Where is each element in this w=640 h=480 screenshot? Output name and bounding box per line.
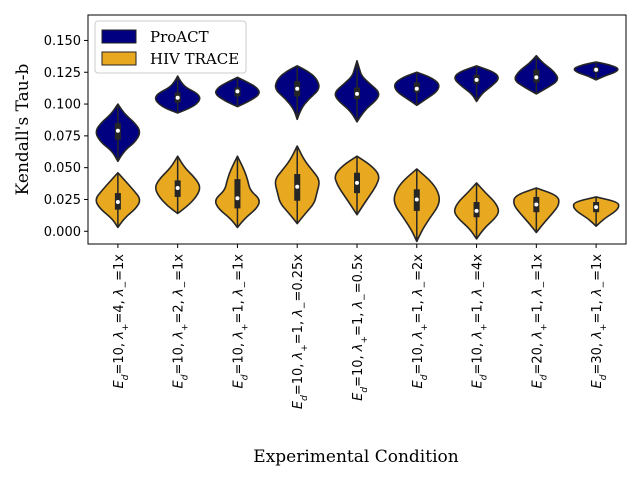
- y-axis: 0.000 0.025 0.050 0.075 0.100 0.125 0.150: [44, 34, 88, 240]
- x-tick-label: Ed=10, λ+=1, λ−=1x: [231, 254, 250, 389]
- violin-median-point: [175, 95, 180, 100]
- violin-median-point: [594, 205, 599, 210]
- violin-median-point: [175, 186, 180, 191]
- plot-area: [95, 54, 620, 243]
- violin-median-point: [295, 184, 300, 189]
- x-tick-label: Ed=10, λ+=1, λ−=4x: [471, 254, 490, 389]
- violin-iqr-box: [234, 179, 241, 209]
- violin-median-point: [534, 202, 539, 207]
- violin-median-point: [115, 200, 120, 205]
- violin-median-point: [414, 197, 419, 202]
- y-tick-label: 0.150: [44, 34, 81, 49]
- violin-median-point: [474, 77, 479, 82]
- x-tick-label: Ed=10, λ+=2, λ−=1x: [172, 254, 191, 389]
- violin-median-point: [295, 86, 300, 91]
- legend-swatch-proact: [101, 29, 137, 44]
- violin-median-point: [534, 75, 539, 80]
- violin-median-point: [355, 180, 359, 185]
- plot-frame: [87, 14, 627, 245]
- x-tick-label: Ed=10, λ+=1, λ−=2x: [411, 254, 430, 389]
- y-tick-label: 0.050: [44, 161, 81, 176]
- violin-median-point: [414, 86, 419, 91]
- x-axis: Ed=10, λ+=4, λ−=1x Ed=10, λ+=2, λ−=1x Ed=1…: [112, 244, 609, 409]
- legend-label-hiv-trace: HIV TRACE: [150, 50, 239, 68]
- x-tick-label: Ed=30, λ+=1, λ−=1x: [590, 254, 609, 389]
- violin-median-point: [235, 89, 240, 94]
- y-tick-label: 0.000: [44, 225, 81, 240]
- violin-median-point: [355, 91, 359, 96]
- violin-median-point: [235, 196, 240, 201]
- y-tick-label: 0.100: [44, 98, 81, 113]
- y-tick-label: 0.125: [44, 66, 81, 81]
- violin-median-point: [474, 208, 479, 213]
- x-tick-label: Ed=10, λ+=1, λ−=0.5x: [351, 254, 370, 401]
- x-tick-label: Ed=10, λ+=4, λ−=1x: [112, 254, 131, 389]
- violin-median-point: [594, 67, 599, 72]
- violin-median-point: [115, 128, 120, 133]
- y-tick-label: 0.075: [44, 129, 81, 144]
- x-axis-title: Experimental Condition: [253, 447, 458, 467]
- legend-swatch-hiv-trace: [101, 51, 137, 66]
- x-tick-label: Ed=20, λ+=1, λ−=1x: [530, 254, 549, 389]
- legend: ProACT HIV TRACE: [94, 20, 247, 74]
- x-tick-label: Ed=10, λ+=1, λ−=0.25x: [291, 254, 310, 409]
- y-axis-title: Kendall's Tau-b: [13, 64, 33, 196]
- y-tick-label: 0.025: [44, 193, 81, 208]
- legend-label-proact: ProACT: [150, 28, 209, 46]
